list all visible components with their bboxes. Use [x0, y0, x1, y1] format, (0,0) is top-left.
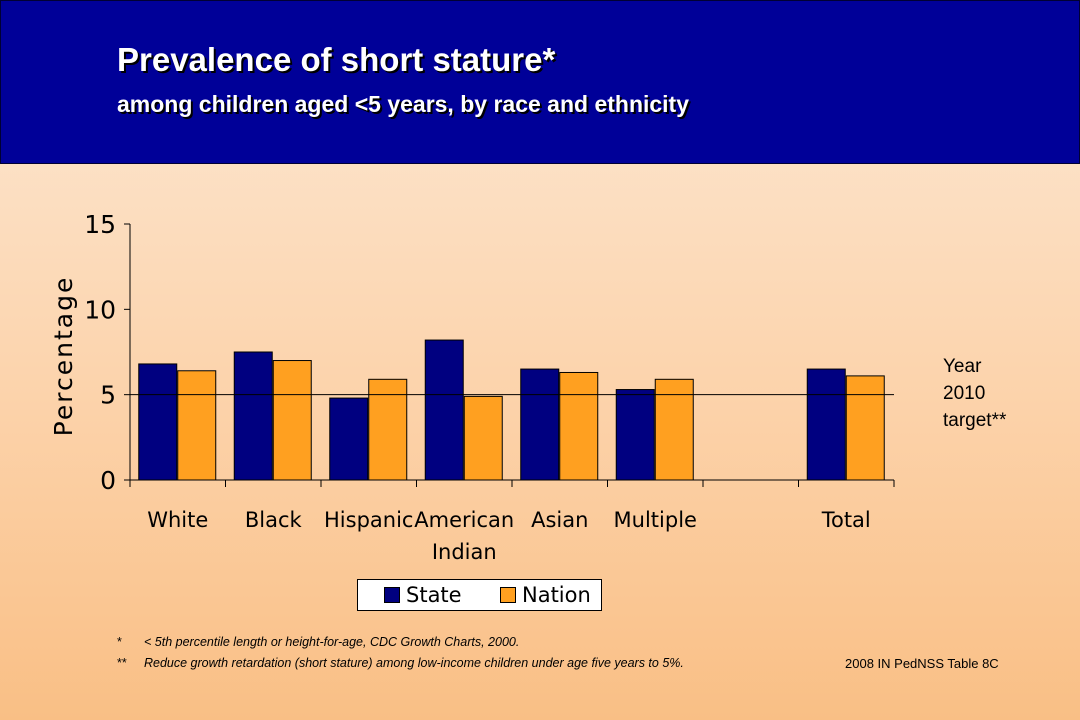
bar-state	[233, 351, 273, 481]
x-tick-label: Total	[821, 508, 871, 532]
bar-nation	[177, 370, 217, 481]
legend-item-nation: Nation	[500, 583, 591, 607]
footnote-text: < 5th percentile length or height-for-ag…	[144, 635, 520, 649]
legend-label-nation: Nation	[522, 583, 591, 607]
bar-nation	[654, 378, 694, 481]
y-axis-title: Percentage	[49, 276, 78, 437]
footnotes: * < 5th percentile length or height-for-…	[117, 632, 684, 674]
x-tick-label: Asian	[531, 508, 588, 532]
footnote: * < 5th percentile length or height-for-…	[117, 632, 684, 653]
footnote: ** Reduce growth retardation (short stat…	[117, 653, 684, 674]
y-tick-label: 10	[84, 295, 116, 324]
target-label-line: 2010	[943, 383, 986, 404]
bar-state	[329, 397, 369, 481]
footnote-mark: **	[117, 656, 127, 670]
bar-nation	[845, 375, 885, 481]
bar-state	[424, 339, 464, 481]
bar-state	[520, 368, 560, 481]
x-tick-label: American	[414, 508, 514, 532]
bar-nation	[368, 378, 408, 481]
footnote-mark: *	[117, 635, 122, 649]
page-title: Prevalence of short stature*	[117, 41, 556, 78]
y-tick-label: 15	[84, 210, 116, 239]
x-tick-label: Black	[245, 508, 303, 532]
footnote-text: Reduce growth retardation (short stature…	[144, 656, 684, 670]
source-note: 2008 IN PedNSS Table 8C	[845, 656, 999, 671]
x-tick-label: Indian	[432, 540, 497, 564]
bar-nation	[272, 360, 312, 481]
legend-swatch-state	[384, 587, 400, 603]
chart-legend: State Nation	[357, 579, 602, 611]
bar-nation	[559, 371, 599, 481]
page-subtitle: among children aged <5 years, by race an…	[117, 91, 690, 117]
y-tick-label: 5	[100, 381, 116, 410]
target-label-line: target**	[943, 410, 1007, 431]
legend-label-state: State	[406, 583, 462, 607]
x-tick-label: Multiple	[614, 508, 697, 532]
legend-item-state: State	[384, 583, 462, 607]
bar-state	[806, 368, 846, 481]
target-label: Year 2010 target**	[943, 353, 1043, 434]
y-tick-label: 0	[100, 466, 116, 495]
bar-state	[615, 389, 655, 481]
x-tick-label: Hispanic	[324, 508, 413, 532]
target-label-line: Year	[943, 356, 982, 377]
header-banner: Prevalence of short stature* among child…	[0, 0, 1080, 164]
x-tick-label: White	[147, 508, 208, 532]
bar-nation	[463, 395, 503, 481]
legend-swatch-nation	[500, 587, 516, 603]
bar-state	[138, 363, 178, 481]
